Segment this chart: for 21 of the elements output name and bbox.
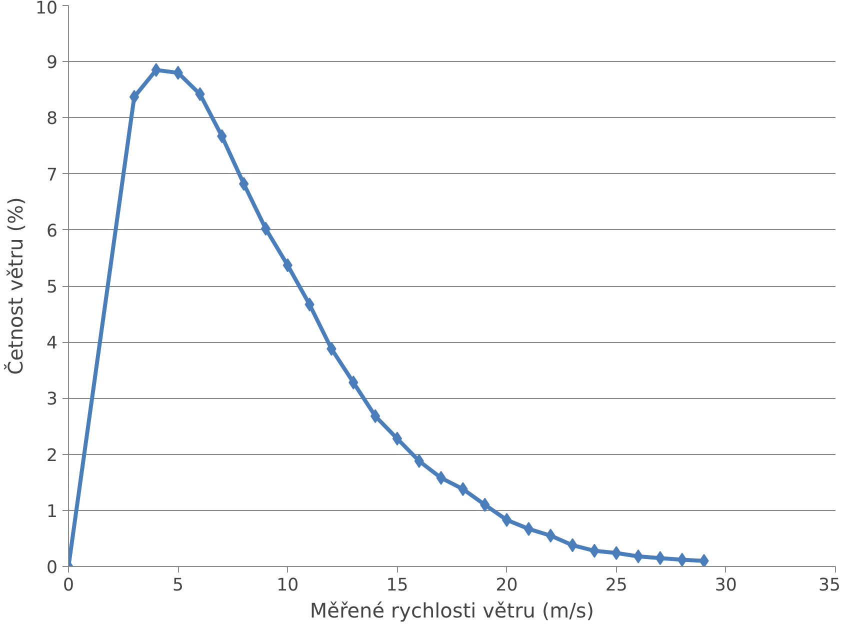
- x-tick-label: 25: [605, 576, 628, 596]
- y-tick-label: 1: [46, 502, 58, 522]
- x-tick-label: 5: [172, 576, 184, 596]
- y-tick-label: 10: [35, 0, 58, 18]
- y-tick-label: 2: [46, 446, 58, 466]
- x-tick-label: 30: [714, 576, 737, 596]
- x-tick-label: 10: [276, 576, 299, 596]
- y-tick-label: 3: [46, 390, 58, 410]
- x-tick-label: 0: [62, 576, 74, 596]
- x-tick-label: 15: [386, 576, 408, 596]
- y-tick-label: 7: [46, 165, 58, 186]
- x-tick-label: 35: [818, 576, 841, 596]
- y-tick-label: 5: [46, 278, 58, 298]
- y-tick-label: 9: [46, 53, 58, 74]
- x-axis-title: Měřené rychlosti větru (m/s): [310, 598, 594, 622]
- y-axis-title: Četnost větru (%): [3, 197, 28, 375]
- y-tick-label: 0: [46, 558, 58, 578]
- y-tick-label: 4: [46, 334, 58, 354]
- y-tick-label: 8: [46, 109, 58, 130]
- x-tick-label: 20: [496, 576, 518, 596]
- y-tick-label: 6: [46, 221, 58, 242]
